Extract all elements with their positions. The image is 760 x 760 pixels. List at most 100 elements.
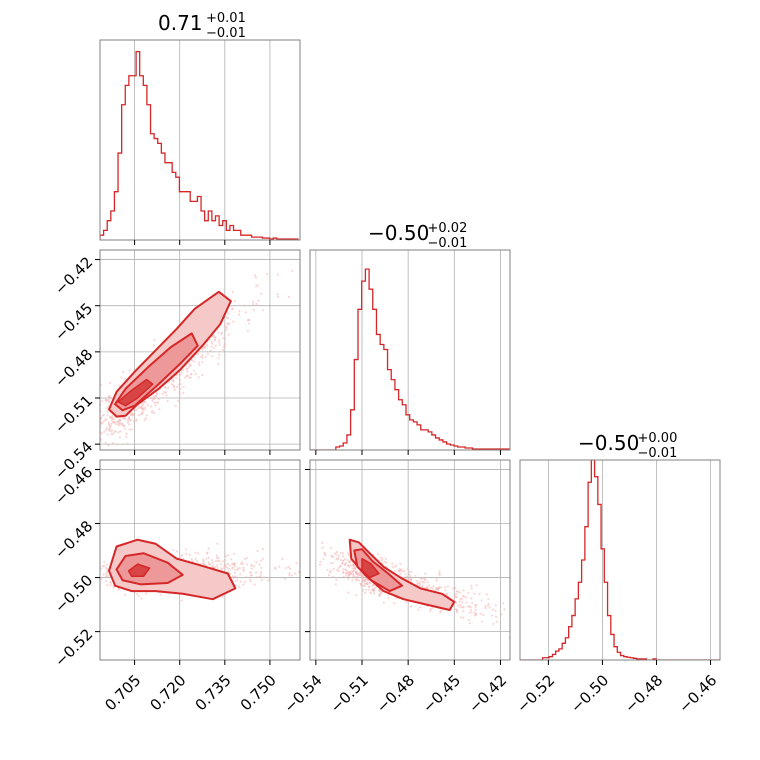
p10-sample-point [125, 432, 128, 435]
p10-sample-point [104, 428, 108, 432]
p21-sample-point [337, 557, 340, 560]
p10-contour-level-3 [117, 378, 154, 407]
p10-sample-point [123, 427, 126, 430]
p21-sample-point [426, 581, 429, 584]
p20-sample-point [78, 570, 80, 572]
p20-sample-point [216, 542, 219, 545]
p20-sample-point [246, 557, 249, 560]
p21-sample-point [324, 554, 327, 557]
p10-sample-point [95, 416, 97, 418]
p10-sample-point [188, 363, 191, 367]
p21-x-tick-label: −0.45 [419, 671, 464, 716]
p10-sample-point [276, 273, 279, 276]
p21-sample-point [359, 584, 363, 587]
p10-sample-point [185, 367, 188, 370]
p10-sample-point [110, 430, 113, 433]
p10-sample-point [156, 401, 160, 404]
p21-sample-point [391, 562, 394, 565]
p10-sample-point [87, 426, 89, 428]
p21-x-tick-label: −0.48 [373, 671, 418, 716]
p20-sample-point [220, 567, 223, 570]
p10-sample-point [101, 421, 104, 424]
p10-sample-point [221, 348, 225, 351]
p21-sample-point [403, 569, 406, 573]
p21-sample-point [438, 570, 441, 573]
p10-sample-point [85, 424, 87, 426]
p20-sample-point [104, 579, 108, 582]
p10-sample-point [110, 422, 113, 425]
p21-sample-point [347, 577, 350, 581]
p21-sample-point [346, 558, 349, 562]
p21-sample-point [350, 570, 353, 573]
p21-sample-point [399, 573, 402, 576]
p21-sample-point [410, 570, 413, 574]
p10-sample-point [110, 419, 113, 422]
p20-sample-point [180, 553, 184, 557]
p21-sample-point [455, 592, 458, 596]
p10-sample-point [154, 395, 157, 398]
p21-sample-point [379, 556, 382, 559]
p20-sample-point [245, 563, 249, 566]
p10-sample-point [167, 386, 170, 389]
p20-sample-point [239, 580, 242, 583]
p10-sample-point [227, 312, 230, 315]
p10-sample-point [146, 403, 149, 406]
p21-sample-point [409, 605, 413, 608]
p10-sample-point [106, 399, 109, 402]
p21-sample-point [487, 604, 490, 607]
p00-histogram-step [100, 50, 299, 240]
p21-sample-point [470, 587, 473, 590]
p10-sample-point [171, 378, 174, 382]
p20-sample-point [305, 565, 307, 567]
p10-sample-point [144, 417, 147, 420]
p20-sample-point [261, 557, 264, 560]
p10-axes-frame [99, 249, 301, 451]
p21-sample-point [380, 559, 383, 562]
p10-sample-point [155, 393, 158, 396]
p21-sample-point [459, 597, 462, 601]
p10-sample-point [82, 424, 84, 426]
p21-sample-point [473, 592, 476, 595]
p21-sample-point [341, 562, 344, 565]
p10-sample-point [231, 308, 234, 311]
p10-sample-point [94, 420, 96, 422]
p20-sample-point [227, 554, 230, 557]
p21-sample-point [335, 578, 338, 581]
p10-sample-point [93, 435, 95, 437]
p21-sample-point [384, 557, 387, 560]
p20-sample-point [117, 587, 120, 591]
p21-sample-point [361, 575, 364, 578]
p21-sample-point [417, 608, 420, 611]
p10-sample-point [113, 421, 116, 424]
p10-sample-point [224, 329, 228, 332]
p21-sample-point [500, 613, 503, 616]
p10-sample-point [218, 341, 221, 344]
p10-sample-point [172, 386, 176, 389]
p20-sample-point [243, 557, 247, 560]
p20-sample-point [175, 550, 179, 553]
p10-sample-point [153, 338, 156, 341]
p21-sample-point [323, 551, 326, 554]
p21-sample-point [445, 592, 448, 595]
p21-sample-point [421, 581, 424, 584]
p10-sample-point [83, 435, 85, 437]
p20-sample-point [98, 580, 100, 582]
p10-sample-point [150, 397, 153, 400]
p10-sample-point [179, 387, 182, 390]
p10-sample-point [155, 401, 158, 404]
p21-sample-point [382, 601, 385, 604]
frames-layer [99, 39, 721, 661]
p20-sample-point [213, 566, 216, 569]
p21-sample-point [363, 584, 366, 588]
p10-sample-point [184, 376, 187, 379]
p10-sample-point [118, 384, 121, 387]
p10-sample-point [106, 414, 109, 417]
p10-sample-point [190, 359, 194, 362]
p10-sample-point [95, 426, 97, 428]
p21-sample-point [342, 575, 345, 578]
p21-sample-point [335, 551, 339, 554]
p20-sample-point [242, 568, 245, 571]
p20-sample-point [278, 565, 281, 568]
p10-sample-point [213, 339, 216, 342]
p21-sample-point [393, 569, 397, 573]
